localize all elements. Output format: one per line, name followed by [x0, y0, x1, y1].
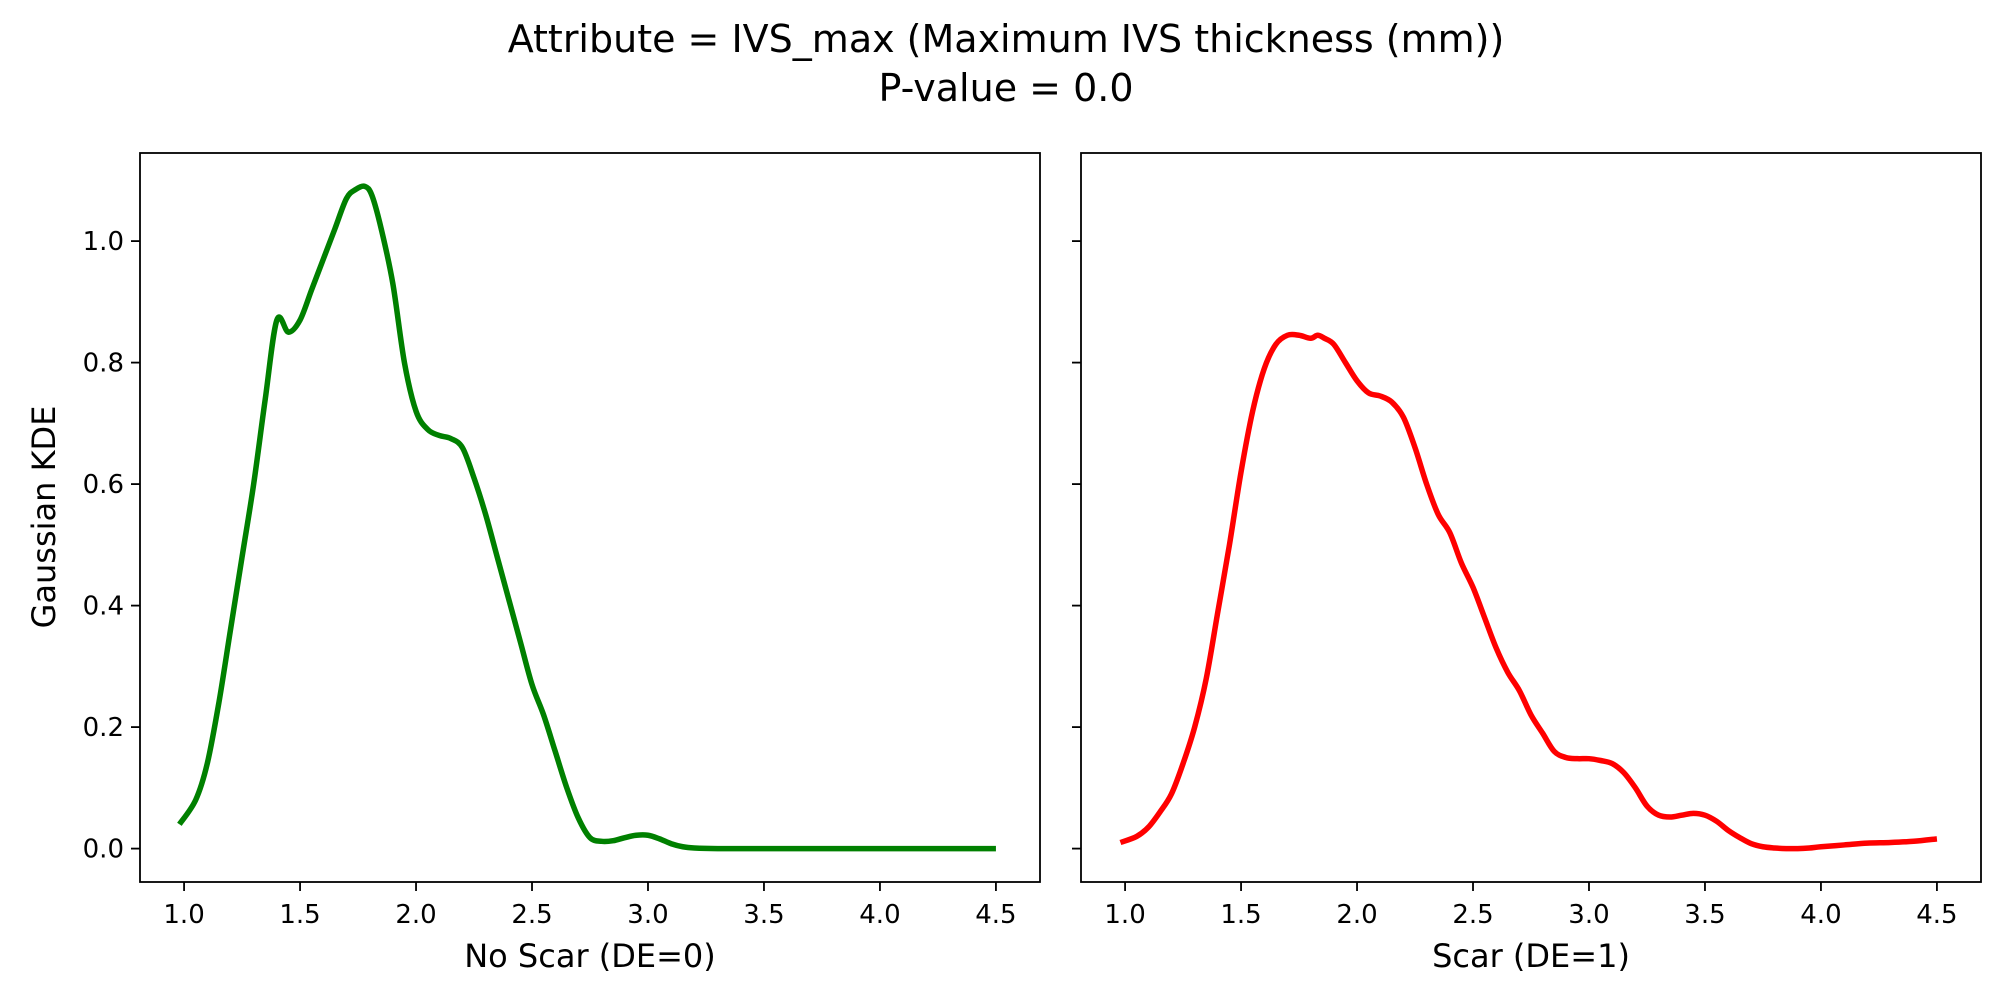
y-tick-label: 0.8: [83, 349, 124, 379]
y-tick-label: 0.0: [83, 835, 124, 865]
x-tick-label: 2.5: [1452, 900, 1493, 930]
figure-title-line1: Attribute = IVS_max (Maximum IVS thickne…: [508, 17, 1505, 61]
x-tick-label: 2.5: [511, 900, 552, 930]
kde-curve-no-scar: [177, 183, 996, 852]
y-tick-label: 0.6: [83, 470, 124, 500]
y-tick-label: 1.0: [83, 227, 124, 257]
x-tick-label: 3.5: [1684, 900, 1725, 930]
figure-title-line2: P-value = 0.0: [879, 66, 1134, 110]
x-tick-label: 3.5: [743, 900, 784, 930]
y-tick-label: 0.2: [83, 713, 124, 743]
x-tick-label: 1.5: [279, 900, 320, 930]
x-tick-label: 4.0: [1800, 900, 1841, 930]
panel-scar: 1.0 1.5 2.0 2.5 3.0 3.5 4.0 4.5 Scar (DE=1): [1072, 152, 1982, 975]
x-axis-label-no-scar: No Scar (DE=0): [464, 937, 716, 975]
x-tick-label: 1.5: [1220, 900, 1261, 930]
kde-curve-scar: [1119, 331, 1938, 852]
x-tick-label: 1.0: [1104, 900, 1145, 930]
x-tick-label: 4.5: [975, 900, 1016, 930]
x-tick-label: 3.0: [1568, 900, 1609, 930]
x-tick-label: 2.0: [1336, 900, 1377, 930]
y-axis-label: Gaussian KDE: [25, 406, 63, 629]
panel-no-scar: 1.0 1.5 2.0 2.5 3.0 3.5 4.0 4.5 0.0 0.2 0.4 0.6 0.8 1…: [83, 152, 1041, 975]
x-axis-label-scar: Scar (DE=1): [1432, 937, 1630, 975]
x-tick-label: 3.0: [627, 900, 668, 930]
x-tick-label: 2.0: [395, 900, 436, 930]
y-tick-label: 0.4: [83, 592, 124, 622]
x-tick-label: 1.0: [163, 900, 204, 930]
x-tick-label: 4.5: [1916, 900, 1957, 930]
x-tick-label: 4.0: [859, 900, 900, 930]
plot-frame-scar: [1080, 152, 1982, 883]
plot-frame-no-scar: [139, 152, 1041, 883]
